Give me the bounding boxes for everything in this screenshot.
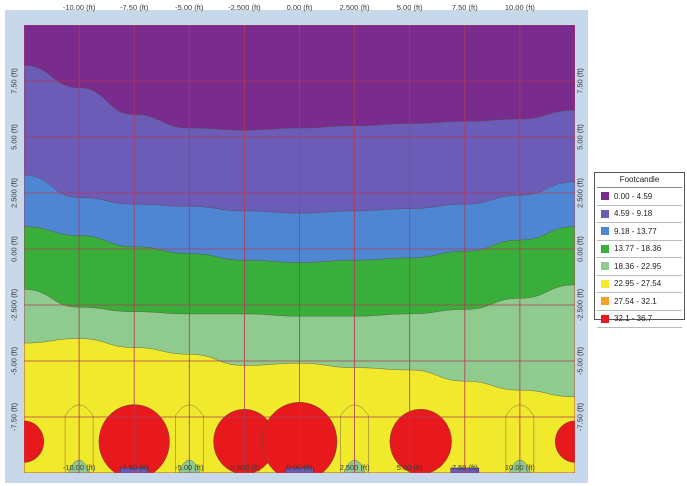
x-tick-bottom: 2.500 (ft) [339, 463, 370, 472]
corner-patch-left [24, 25, 84, 65]
legend-swatch [601, 227, 609, 236]
y-tick-left: 0.00 (ft) [9, 236, 19, 262]
x-tick-bottom: -10.00 (ft) [62, 463, 96, 472]
legend-label: 4.59 - 9.18 [614, 209, 653, 219]
y-tick-right: 2.500 (ft) [575, 177, 585, 209]
x-tick-bottom: -7.50 (ft) [120, 463, 149, 472]
x-tick-top: 10.00 (ft) [504, 3, 535, 12]
hotspot-5 [554, 420, 575, 463]
hotspot-0 [24, 420, 45, 463]
legend-item: 32.1 - 36.7 [597, 311, 682, 328]
legend-swatch [601, 244, 609, 253]
legend-label: 13.77 - 18.36 [614, 244, 662, 254]
x-tick-top: -7.50 (ft) [120, 3, 149, 12]
contour-map [24, 25, 575, 473]
y-tick-right: 0.00 (ft) [575, 236, 585, 262]
legend-item: 4.59 - 9.18 [597, 206, 682, 223]
x-tick-top: -5.00 (ft) [175, 3, 204, 12]
y-tick-left: 7.50 (ft) [9, 68, 19, 94]
y-tick-right: -7.50 (ft) [575, 402, 585, 432]
legend-swatch [601, 192, 609, 201]
y-tick-right: -2.500 (ft) [575, 288, 585, 322]
x-tick-bottom: 5.00 (ft) [396, 463, 423, 472]
y-tick-right: 7.50 (ft) [575, 68, 585, 94]
legend-swatch [601, 279, 609, 288]
x-tick-bottom: 10.00 (ft) [504, 463, 535, 472]
grid [24, 25, 575, 473]
x-tick-top: 2.500 (ft) [339, 3, 370, 12]
legend-item: 13.77 - 18.36 [597, 241, 682, 258]
legend-rows: 0.00 - 4.59 4.59 - 9.18 9.18 - 13.77 13.77 … [595, 188, 684, 328]
corner-patch-right [515, 25, 575, 65]
x-tick-top: -2.500 (ft) [228, 3, 261, 12]
legend-item: 27.54 - 32.1 [597, 293, 682, 311]
legend-label: 9.18 - 13.77 [614, 226, 657, 236]
y-tick-left: -5.00 (ft) [9, 346, 19, 376]
legend-label: 22.95 - 27.54 [614, 279, 662, 289]
legend-swatch [601, 262, 609, 271]
y-tick-right: -5.00 (ft) [575, 346, 585, 376]
y-tick-left: 2.500 (ft) [9, 177, 19, 209]
plot-area [24, 25, 575, 473]
x-tick-bottom: -2.500 (ft) [228, 463, 261, 472]
x-tick-bottom: 0.00 (ft) [286, 463, 313, 472]
x-tick-top: 7.50 (ft) [451, 3, 478, 12]
legend-label: 0.00 - 4.59 [614, 191, 653, 201]
chart-frame [5, 10, 588, 483]
y-tick-right: 5.00 (ft) [575, 124, 585, 150]
x-tick-top: 5.00 (ft) [396, 3, 423, 12]
legend-item: 0.00 - 4.59 [597, 188, 682, 206]
legend-title: Footcandle [597, 173, 682, 188]
hotspot-4 [389, 409, 452, 473]
legend-swatch [601, 297, 609, 306]
y-tick-left: -7.50 (ft) [9, 402, 19, 432]
legend-item: 18.36 - 22.95 [597, 258, 682, 276]
legend-swatch [601, 314, 609, 323]
legend-label: 18.36 - 22.95 [614, 261, 662, 271]
legend-item: 22.95 - 27.54 [597, 276, 682, 293]
y-tick-left: -2.500 (ft) [9, 288, 19, 322]
legend-swatch [601, 209, 609, 218]
legend: Footcandle 0.00 - 4.59 4.59 - 9.18 9.18 - … [594, 172, 685, 328]
x-tick-bottom: 7.50 (ft) [451, 463, 478, 472]
legend-item: 9.18 - 13.77 [597, 223, 682, 241]
x-tick-top: 0.00 (ft) [286, 3, 313, 12]
y-tick-left: 5.00 (ft) [9, 124, 19, 150]
legend-label: 27.54 - 32.1 [614, 296, 657, 306]
x-tick-top: -10.00 (ft) [62, 3, 96, 12]
x-tick-bottom: -5.00 (ft) [175, 463, 204, 472]
legend-label: 32.1 - 36.7 [614, 314, 653, 324]
